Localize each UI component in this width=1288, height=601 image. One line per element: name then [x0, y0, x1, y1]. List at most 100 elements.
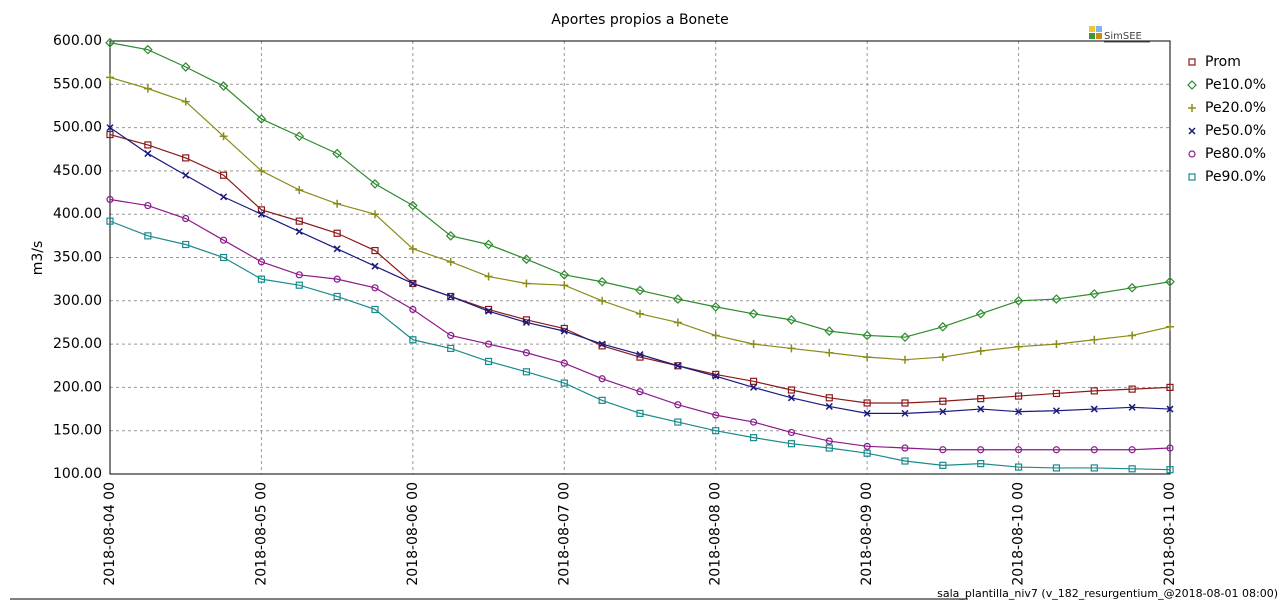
marker [219, 253, 228, 262]
marker [825, 444, 833, 452]
marker [938, 353, 947, 362]
series [106, 195, 1174, 454]
marker [1165, 276, 1175, 287]
marker [1013, 295, 1024, 306]
marker [257, 206, 266, 214]
marker [939, 408, 947, 416]
marker [485, 307, 493, 315]
marker [106, 73, 114, 82]
y-tick-label: 400.00 [53, 206, 102, 222]
marker [1051, 294, 1062, 304]
marker [1166, 405, 1174, 413]
marker [522, 368, 531, 376]
marker [521, 254, 532, 265]
series-line [109, 220, 1171, 471]
logo-text: SimSEE [1104, 31, 1142, 42]
series [106, 124, 1174, 417]
marker [144, 201, 152, 210]
marker [294, 131, 305, 142]
marker [598, 375, 606, 383]
marker [182, 214, 190, 223]
marker [560, 359, 568, 367]
marker [748, 308, 759, 319]
marker [901, 409, 909, 417]
marker [749, 418, 758, 426]
marker [712, 372, 720, 380]
marker [144, 150, 152, 158]
legend-label: Prom [1205, 54, 1241, 70]
marker [749, 434, 758, 442]
series [106, 130, 1174, 407]
marker [901, 399, 909, 407]
marker [1090, 335, 1099, 344]
marker [371, 305, 379, 314]
marker [1166, 322, 1174, 331]
marker [710, 302, 721, 312]
marker [1188, 127, 1196, 135]
marker [597, 276, 607, 287]
marker [522, 279, 531, 288]
marker [674, 362, 682, 370]
plot-frame [109, 40, 1171, 475]
marker [1052, 407, 1060, 415]
marker [1187, 80, 1197, 90]
marker [182, 240, 190, 249]
marker [863, 449, 871, 457]
footer-text: sala_plantilla_niv7 (v_182_resurgentium_… [937, 587, 1278, 600]
y-tick-label: 100.00 [53, 466, 102, 482]
marker [408, 244, 417, 253]
marker [939, 461, 947, 469]
marker [674, 362, 682, 370]
marker [598, 342, 606, 350]
marker [636, 388, 644, 396]
marker [143, 44, 153, 55]
marker [446, 257, 455, 266]
marker [1188, 104, 1196, 112]
marker [825, 402, 833, 410]
y-axis-label: m3/s [30, 241, 46, 276]
series [106, 73, 1174, 364]
marker [257, 210, 265, 218]
marker [332, 148, 342, 159]
marker [976, 347, 985, 356]
marker [257, 275, 266, 283]
marker [447, 331, 455, 340]
marker [1014, 392, 1023, 400]
marker [522, 349, 531, 357]
marker [447, 292, 455, 301]
x-tick-label: 2018-08-04 00 [102, 482, 118, 586]
marker [219, 132, 228, 141]
marker [636, 309, 644, 318]
x-tick-label: 2018-08-05 00 [253, 482, 269, 586]
marker [636, 350, 644, 359]
marker [371, 246, 379, 255]
marker [1188, 58, 1196, 66]
marker [1166, 444, 1174, 452]
marker [977, 395, 985, 403]
marker [939, 446, 947, 454]
marker [863, 442, 871, 450]
y-tick-label: 200.00 [53, 379, 102, 395]
marker [749, 377, 758, 385]
x-tick-label: 2018-08-06 00 [405, 482, 421, 586]
marker [560, 379, 568, 387]
chart-title: Aportes propios a Bonete [551, 12, 728, 28]
marker [787, 386, 796, 394]
marker [445, 231, 456, 241]
marker [295, 271, 303, 279]
marker [787, 344, 796, 353]
legend-label: Pe10.0% [1205, 77, 1266, 93]
marker [1090, 446, 1098, 454]
marker [825, 348, 834, 357]
marker [371, 284, 379, 292]
marker [295, 281, 303, 289]
marker [712, 427, 720, 435]
marker [977, 460, 985, 468]
marker [712, 411, 720, 419]
marker [333, 292, 341, 301]
marker [1127, 282, 1137, 293]
marker [409, 336, 417, 344]
marker [977, 405, 985, 413]
marker [560, 327, 568, 335]
marker [220, 193, 228, 201]
